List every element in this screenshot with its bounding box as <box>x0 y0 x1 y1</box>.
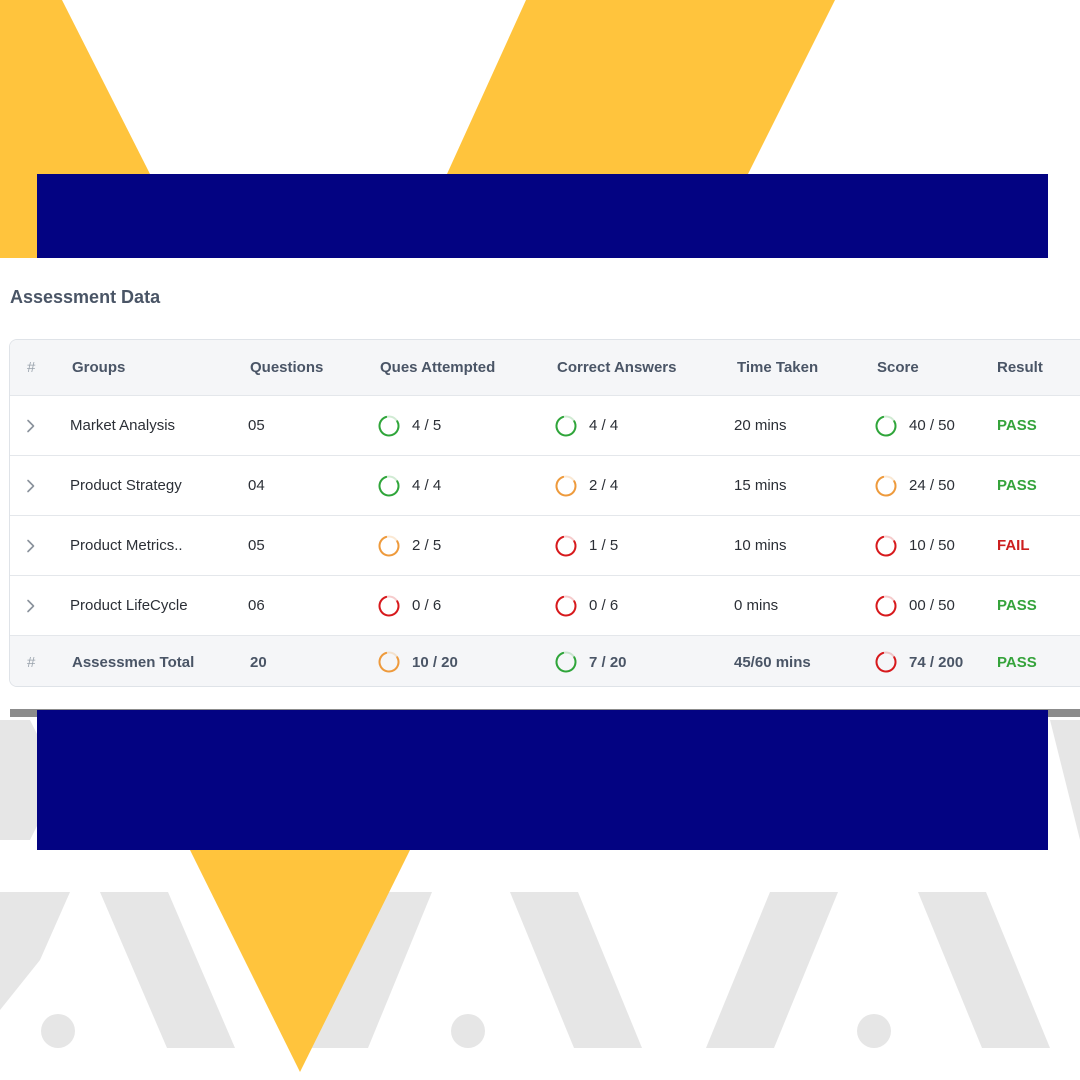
progress-ring-icon <box>377 414 401 438</box>
score-value: 10 / 50 <box>909 537 955 554</box>
questions-count: 06 <box>248 597 265 614</box>
table-row[interactable]: Product Metrics.. 05 2 / 5 1 / 5 10 mins… <box>10 516 1080 576</box>
navy-banner-bottom <box>37 710 1048 850</box>
attempted-cell: 2 / 5 <box>377 516 441 575</box>
section-title: Assessment Data <box>10 287 161 307</box>
header-attempted: Ques Attempted <box>380 359 496 376</box>
score-cell: 00 / 50 <box>874 576 955 635</box>
attempted-value: 0 / 6 <box>412 597 442 614</box>
total-score: 74 / 200 <box>874 636 964 686</box>
result-badge: PASS <box>997 477 1037 494</box>
correct-cell: 1 / 5 <box>554 516 618 575</box>
correct-cell: 2 / 4 <box>554 456 618 515</box>
correct-cell: 0 / 6 <box>554 576 618 635</box>
total-attempted-value: 10 / 20 <box>412 653 458 671</box>
result-badge: PASS <box>997 417 1037 434</box>
group-name: Product Metrics.. <box>70 537 183 554</box>
chevron-right-icon[interactable] <box>26 516 36 575</box>
correct-cell: 4 / 4 <box>554 396 618 455</box>
yellow-shapes <box>0 0 835 1072</box>
table-total-row: # Assessmen Total 20 10 / 20 7 / 20 45/6… <box>10 636 1080 686</box>
navy-banner-top <box>37 174 1048 258</box>
progress-ring-icon <box>874 474 898 498</box>
result-badge: FAIL <box>997 537 1030 554</box>
header-result: Result <box>997 359 1043 376</box>
progress-ring-icon <box>554 534 578 558</box>
score-cell: 10 / 50 <box>874 516 955 575</box>
table-row[interactable]: Market Analysis 05 4 / 5 4 / 4 20 mins 4… <box>10 396 1080 456</box>
time-taken: 10 mins <box>734 537 787 554</box>
time-taken: 15 mins <box>734 477 787 494</box>
score-value: 40 / 50 <box>909 417 955 434</box>
questions-count: 05 <box>248 417 265 434</box>
total-correct: 7 / 20 <box>554 636 627 686</box>
progress-ring-icon <box>874 414 898 438</box>
table-header-row: # Groups Questions Ques Attempted Correc… <box>10 340 1080 396</box>
correct-value: 1 / 5 <box>589 537 619 554</box>
result-badge: PASS <box>997 597 1037 614</box>
total-result: PASS <box>997 653 1037 671</box>
attempted-value: 2 / 5 <box>412 537 442 554</box>
chevron-right-icon[interactable] <box>26 576 36 635</box>
header-correct: Correct Answers <box>557 359 677 376</box>
table-row[interactable]: Product LifeCycle 06 0 / 6 0 / 6 0 mins … <box>10 576 1080 636</box>
group-name: Product Strategy <box>70 477 182 494</box>
total-correct-value: 7 / 20 <box>589 653 627 671</box>
attempted-cell: 4 / 4 <box>377 456 441 515</box>
progress-ring-icon <box>377 594 401 618</box>
total-score-value: 74 / 200 <box>909 653 964 671</box>
group-name: Product LifeCycle <box>70 597 188 614</box>
total-hash: # <box>27 653 36 671</box>
time-taken: 0 mins <box>734 597 779 614</box>
progress-ring-icon <box>554 474 578 498</box>
progress-ring-icon <box>377 650 401 674</box>
progress-ring-icon <box>874 650 898 674</box>
score-cell: 24 / 50 <box>874 456 955 515</box>
progress-ring-icon <box>874 594 898 618</box>
chevron-right-icon[interactable] <box>26 456 36 515</box>
progress-ring-icon <box>554 650 578 674</box>
progress-ring-icon <box>377 534 401 558</box>
progress-ring-icon <box>554 414 578 438</box>
total-time: 45/60 mins <box>734 653 811 671</box>
group-name: Market Analysis <box>70 417 176 434</box>
header-score: Score <box>877 359 919 376</box>
questions-count: 05 <box>248 537 265 554</box>
total-attempted: 10 / 20 <box>377 636 458 686</box>
attempted-value: 4 / 5 <box>412 417 442 434</box>
attempted-value: 4 / 4 <box>412 477 442 494</box>
progress-ring-icon <box>874 534 898 558</box>
header-hash: # <box>27 359 36 376</box>
header-time: Time Taken <box>737 359 819 376</box>
progress-ring-icon <box>377 474 401 498</box>
score-value: 00 / 50 <box>909 597 955 614</box>
score-cell: 40 / 50 <box>874 396 955 455</box>
time-taken: 20 mins <box>734 417 787 434</box>
table-row[interactable]: Product Strategy 04 4 / 4 2 / 4 15 mins … <box>10 456 1080 516</box>
chevron-right-icon[interactable] <box>26 396 36 455</box>
assessment-table: # Groups Questions Ques Attempted Correc… <box>9 339 1080 687</box>
attempted-cell: 0 / 6 <box>377 576 441 635</box>
correct-value: 0 / 6 <box>589 597 619 614</box>
attempted-cell: 4 / 5 <box>377 396 441 455</box>
header-questions: Questions <box>250 359 324 376</box>
total-label: Assessmen Total <box>72 653 195 671</box>
total-questions: 20 <box>250 653 267 671</box>
progress-ring-icon <box>554 594 578 618</box>
correct-value: 2 / 4 <box>589 477 619 494</box>
score-value: 24 / 50 <box>909 477 955 494</box>
correct-value: 4 / 4 <box>589 417 619 434</box>
questions-count: 04 <box>248 477 265 494</box>
header-groups: Groups <box>72 359 126 376</box>
